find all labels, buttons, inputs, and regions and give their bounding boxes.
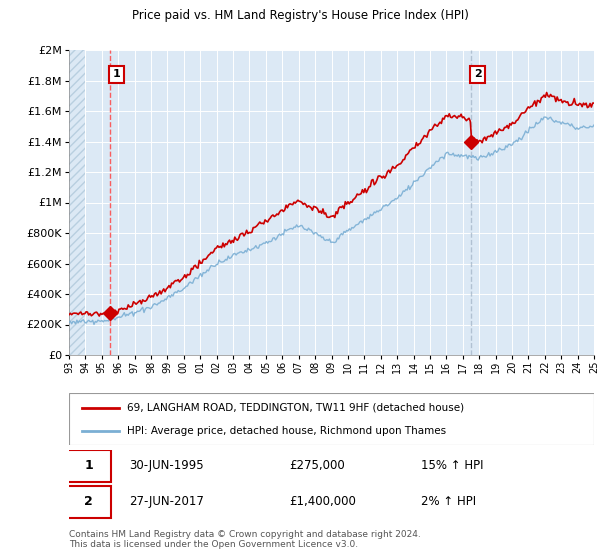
- Text: £275,000: £275,000: [290, 459, 345, 472]
- Text: 1: 1: [113, 69, 121, 80]
- Text: 30-JUN-1995: 30-JUN-1995: [130, 459, 204, 472]
- Text: £1,400,000: £1,400,000: [290, 496, 356, 508]
- Bar: [69, 50, 85, 355]
- Text: Contains HM Land Registry data © Crown copyright and database right 2024.
This d: Contains HM Land Registry data © Crown c…: [69, 530, 421, 549]
- FancyBboxPatch shape: [67, 450, 111, 482]
- Text: Price paid vs. HM Land Registry's House Price Index (HPI): Price paid vs. HM Land Registry's House …: [131, 9, 469, 22]
- Text: HPI: Average price, detached house, Richmond upon Thames: HPI: Average price, detached house, Rich…: [127, 427, 446, 436]
- Text: 27-JUN-2017: 27-JUN-2017: [130, 496, 204, 508]
- Text: 69, LANGHAM ROAD, TEDDINGTON, TW11 9HF (detached house): 69, LANGHAM ROAD, TEDDINGTON, TW11 9HF (…: [127, 403, 464, 413]
- Text: 2: 2: [473, 69, 481, 80]
- Text: 1: 1: [85, 459, 93, 472]
- Text: 15% ↑ HPI: 15% ↑ HPI: [421, 459, 483, 472]
- Text: 2: 2: [85, 496, 93, 508]
- Text: 2% ↑ HPI: 2% ↑ HPI: [421, 496, 476, 508]
- FancyBboxPatch shape: [67, 486, 111, 517]
